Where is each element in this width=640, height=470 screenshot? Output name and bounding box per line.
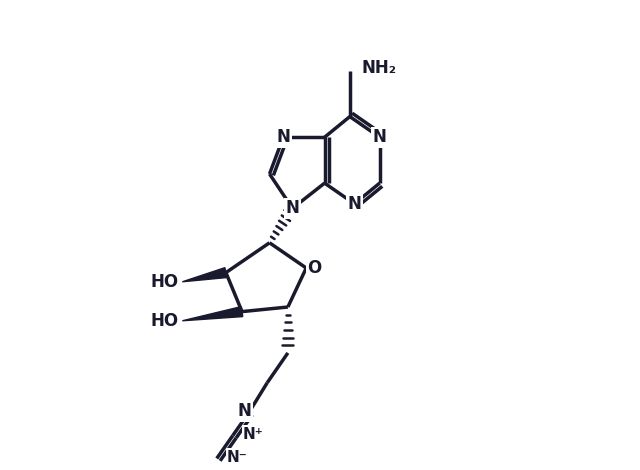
Text: N: N [372,128,387,146]
Text: N⁻: N⁻ [227,450,248,464]
Text: HO: HO [150,273,179,291]
Polygon shape [182,268,227,282]
Polygon shape [182,306,243,321]
Text: NH₂: NH₂ [362,59,396,78]
Text: O: O [307,259,322,277]
Text: N: N [285,199,300,217]
Text: N: N [348,195,362,213]
Text: N: N [276,128,290,146]
Text: HO: HO [150,312,179,330]
Text: N: N [237,402,252,420]
Text: N⁺: N⁺ [243,427,264,442]
